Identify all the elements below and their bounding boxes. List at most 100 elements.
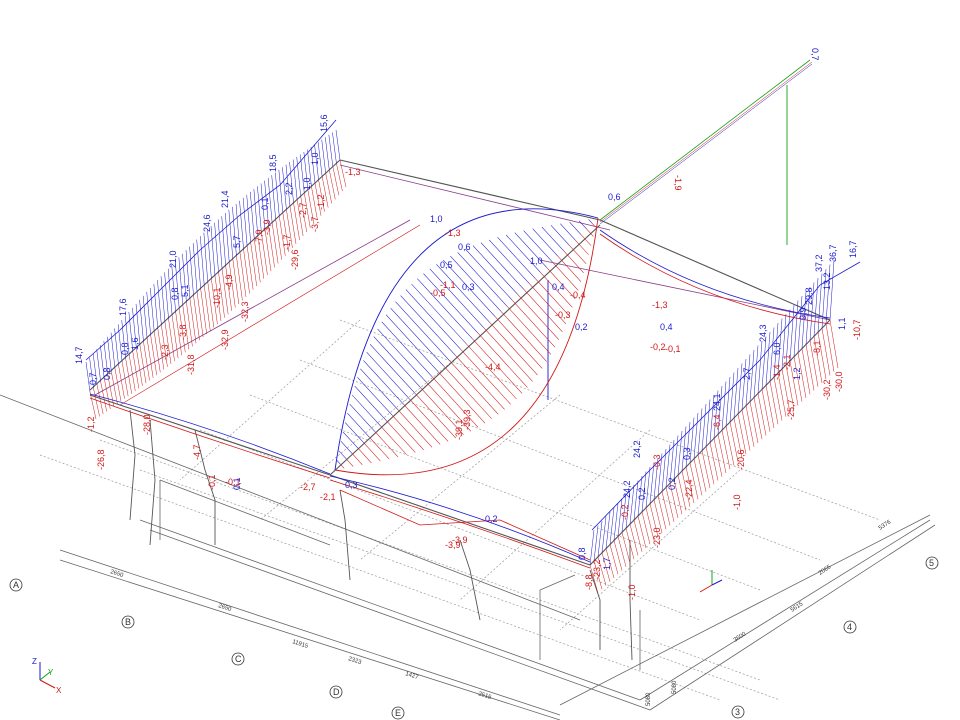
right-wall-red-value: -25,7 (786, 399, 796, 420)
left-wall-blue-value: 21,4 (220, 190, 230, 208)
grid-axis-bubbles: A B C D E 3 4 5 (9, 556, 939, 720)
grid-axis-a-circle (9, 578, 23, 592)
left-wall-blue-small-value: 0,1 (260, 197, 270, 210)
grid-axis-4-label: 4 (847, 622, 852, 632)
right-wall-blue-value: 1,7 (602, 557, 612, 570)
left-wall-red-value: -26,8 (96, 449, 106, 470)
grid-axis-c-label: C (235, 654, 242, 664)
arch-red-value: -3,9 (452, 535, 468, 545)
left-wall-red-small-value: -2,7 (298, 202, 308, 218)
left-wall-blue-small-value: 0,8 (102, 367, 112, 380)
right-wall-red-value: -0,2 (620, 504, 630, 520)
left-wall-red-small-value: -1,2 (316, 194, 326, 210)
right-wall-blue-value: 13,2 (822, 272, 832, 290)
arch-red-value: -39,1 (454, 419, 464, 440)
center-red-value: -0,4 (570, 290, 586, 300)
right-wall-red-value: -6,4 (712, 414, 722, 430)
arch-blue-value: 0,3 (345, 480, 358, 490)
right-wall-blue-value: 6,0 (772, 342, 782, 355)
left-wall-blue-small-value: 2,2 (284, 182, 294, 195)
left-wall-red-value: -28,0 (142, 414, 152, 435)
right-wall-red-value: -30,2 (822, 379, 832, 400)
right-wall-blue-value: 24,1 (712, 393, 722, 411)
left-wall-blue-small-value: 1,0 (310, 152, 320, 165)
grid-axis-e-label: E (395, 708, 401, 718)
right-wall-blue-value: 2,7 (742, 367, 752, 380)
dimension-corner: 5080 (672, 680, 678, 694)
left-wall-blue-small-value: 1,0 (302, 177, 312, 190)
force-labels: 15,6 18,5 21,4 24,6 21,0 17,6 14,7 1,0 1,0 2,2 0,1… (74, 48, 862, 600)
grid-axis-5-label: 5 (929, 558, 934, 568)
right-wall-diagram (589, 259, 861, 594)
front-beam-diagram (89, 229, 831, 569)
grid-axis-3-label: 3 (735, 707, 740, 717)
dimension-front: 11915 (291, 639, 309, 650)
left-wall-red-value: -4,9 (224, 274, 234, 290)
left-wall-red-value: -1,7 (282, 234, 292, 250)
right-wall-red-value: -2,1 (782, 354, 792, 370)
right-wall-red-value: -30,0 (834, 371, 844, 392)
arch-red-value: -2,7 (300, 482, 316, 492)
right-wall-blue-value: 24,2 (622, 480, 632, 498)
left-wall-blue-value: 15,6 (319, 114, 329, 132)
grid-axis-5-circle (925, 556, 939, 570)
dimension-front: 2650 (217, 603, 232, 613)
left-wall-red-value: -32,3 (240, 301, 250, 322)
arch-diagram (334, 208, 599, 476)
dimension-texts: 2650265011915232314272515537620655615360… (109, 519, 892, 706)
left-wall-blue-value: 24,6 (202, 214, 212, 232)
center-red-value: -0,1 (665, 344, 681, 354)
center-blue-value: 0,3 (462, 282, 475, 292)
right-wall-blue-value: 16,7 (848, 240, 858, 258)
right-wall-blue-value: 1,1 (837, 317, 847, 330)
center-red-value: -0,3 (555, 310, 571, 320)
left-wall-red-value: -10,1 (212, 287, 222, 308)
right-wall-blue-value: 37,2 (814, 254, 824, 272)
right-wall-red-value: -0,3 (652, 454, 662, 470)
right-wall-red-value: -1,0 (627, 584, 637, 600)
left-wall-red-value: -3,9 (262, 219, 272, 235)
xyz-axes-indicator: Z Y X (32, 657, 62, 695)
center-blue-value: 0,4 (660, 322, 673, 332)
dimension-front: 2650 (109, 569, 124, 579)
frame-outline (89, 159, 831, 566)
center-blue-value: 0,5 (440, 260, 453, 270)
arch-red-value: -0,1 (225, 477, 241, 487)
local-axes-marker (699, 570, 723, 593)
left-wall-diagram (85, 119, 347, 420)
center-blue-value: 1,0 (530, 256, 543, 266)
grid-axis-b-circle (121, 615, 135, 629)
arch-red-value: -1,9 (673, 175, 683, 191)
dimension-front: 1427 (404, 671, 419, 681)
left-wall-blue-value: 21,0 (168, 250, 178, 268)
right-wall-blue-value: 36,7 (828, 244, 838, 262)
dimension-front: 2515 (477, 691, 492, 701)
dimension-front: 2323 (347, 656, 362, 666)
arch-blue-value: 0,7 (810, 48, 820, 61)
center-red-value: -1,1 (440, 280, 456, 290)
right-wall-red-value: -23,2 (592, 559, 602, 580)
right-wall-blue-value: 24,3 (758, 324, 768, 342)
left-wall-blue-small-value: 0,8 (170, 287, 180, 300)
right-wall-blue-value: 9,9 (798, 307, 808, 320)
arch-red-value: -39,3 (462, 409, 472, 430)
right-wall-red-value: -1,0 (732, 494, 742, 510)
center-red-value: -0,5 (430, 288, 446, 298)
mast-cable (599, 59, 813, 225)
right-wall-red-value: -10,7 (852, 319, 862, 340)
dimension-right: 5615 (790, 601, 805, 614)
right-wall-red-value: -1,4 (772, 364, 782, 380)
front-blue-value: 0,2 (637, 487, 647, 500)
arch-red-value: -4,4 (485, 362, 501, 372)
left-wall-red-small-value: -0,1 (207, 474, 217, 490)
background-grid (39, 319, 881, 701)
right-wall-blue-value: 0,2 (667, 477, 677, 490)
center-red-value: -1,3 (652, 300, 668, 310)
dimension-right: 3600 (733, 631, 748, 644)
left-wall-red-value: -29,6 (290, 249, 300, 270)
grid-axis-4-circle (843, 620, 857, 634)
front-red-value: -3,9 (445, 540, 461, 550)
base-plan-lines (0, 394, 936, 720)
grid-axis-e-circle (391, 706, 405, 720)
